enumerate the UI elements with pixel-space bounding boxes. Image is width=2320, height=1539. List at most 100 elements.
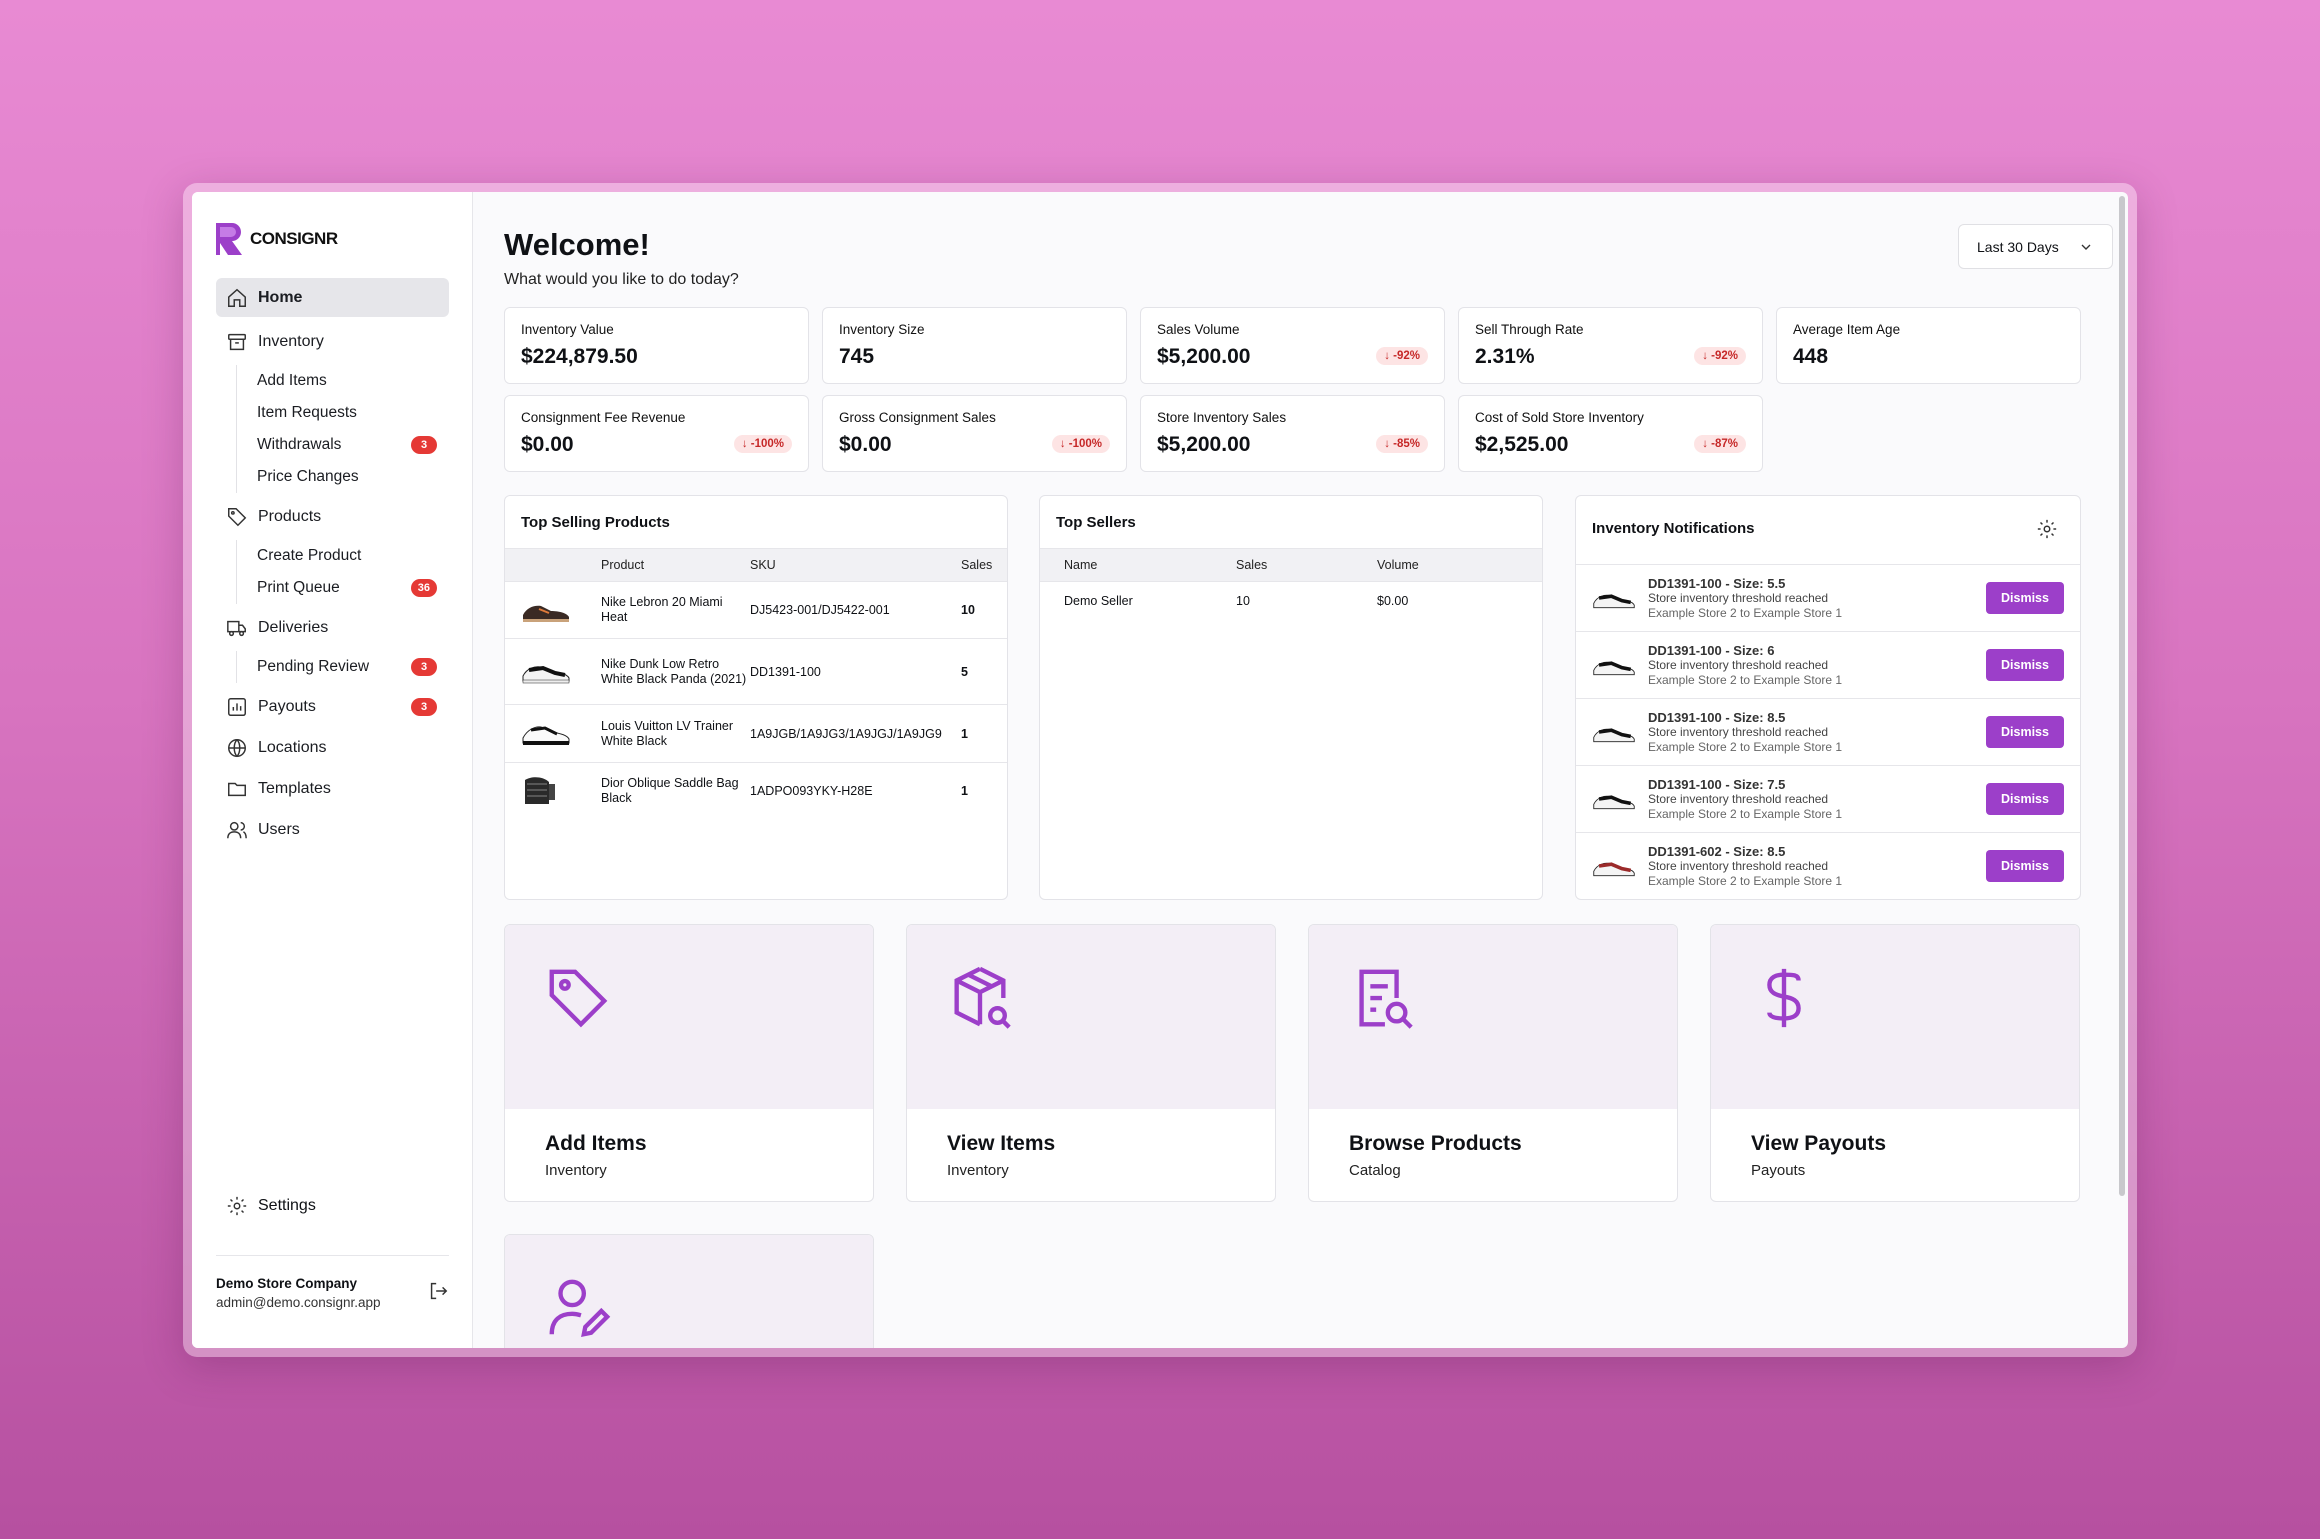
page-title: Welcome! [504, 227, 650, 262]
delta-badge: ↓ -100% [1051, 435, 1110, 453]
notification-item: DD1391-100 - Size: 7.5 Store inventory th… [1576, 765, 2080, 832]
globe-icon [228, 738, 246, 757]
sidebar-item-print-queue[interactable]: Print Queue 36 [257, 572, 449, 604]
user-edit-icon [549, 1279, 611, 1338]
stat-card: Cost of Sold Store Inventory $2,525.00 ↓ -… [1458, 395, 1763, 472]
table-row[interactable]: Nike Dunk Low Retro White Black Panda (2… [505, 639, 1007, 705]
chart-icon [228, 697, 246, 716]
product-thumbnail [1593, 795, 1635, 810]
stat-value: $5,200.00 [1157, 433, 1251, 456]
sub-label: Print Queue [257, 579, 340, 596]
nav-deliveries[interactable]: Deliveries [216, 608, 449, 647]
product-thumbnail [1593, 862, 1635, 877]
nav-users[interactable]: Users [216, 810, 449, 849]
view-payouts-card[interactable]: View Payouts Payouts [1710, 924, 2080, 1202]
notification-line2: Example Store 2 to Example Store 1 [1648, 873, 1843, 888]
view-items-card[interactable]: View Items Inventory [906, 924, 1276, 1202]
table-row[interactable]: Louis Vuitton LV Trainer White Black 1A9… [505, 705, 1007, 763]
logo-icon [216, 223, 242, 255]
scrollbar[interactable] [2119, 196, 2125, 1196]
cell-product: Nike Dunk Low Retro White Black Panda (2… [601, 656, 747, 686]
top-sellers-panel: Top Sellers Name Sales Volume Demo Selle… [1039, 495, 1543, 900]
date-range-select[interactable]: Last 30 Days [1958, 224, 2113, 269]
notification-title: DD1391-602 - Size: 8.5 [1648, 843, 1786, 859]
sidebar-item-withdrawals[interactable]: Withdrawals 3 [257, 429, 449, 461]
nav-home[interactable]: Home [216, 278, 449, 317]
product-thumbnail [1593, 728, 1635, 743]
dismiss-button[interactable]: Dismiss [1986, 783, 2064, 815]
nav-inventory[interactable]: Inventory [216, 322, 449, 361]
sidebar: CONSIGNR Home Inventory Add Items Item R… [192, 192, 473, 1348]
count-badge: 3 [411, 436, 437, 454]
user-email: admin@demo.consignr.app [216, 1295, 381, 1310]
dismiss-button[interactable]: Dismiss [1986, 716, 2064, 748]
panel-title: Top Selling Products [521, 514, 670, 531]
sidebar-item-price-changes[interactable]: Price Changes [257, 461, 449, 493]
nav-locations-label: Locations [258, 738, 327, 756]
nav-deliveries-label: Deliveries [258, 618, 329, 636]
stat-card: Consignment Fee Revenue $0.00 ↓ -100% [504, 395, 809, 472]
card-subtitle: Inventory [545, 1162, 607, 1179]
products-subnav: Create Product Print Queue 36 [236, 540, 449, 604]
sidebar-item-create-product[interactable]: Create Product [257, 540, 449, 572]
stat-value: 2.31% [1475, 345, 1535, 368]
panel-title: Inventory Notifications [1592, 520, 1755, 537]
sidebar-item-pending-review[interactable]: Pending Review 3 [257, 651, 449, 683]
notification-title: DD1391-100 - Size: 5.5 [1648, 575, 1786, 591]
dismiss-button[interactable]: Dismiss [1986, 582, 2064, 614]
add-items-card[interactable]: Add Items Inventory [504, 924, 874, 1202]
notification-line1: Store inventory threshold reached [1648, 858, 1829, 873]
nav-products[interactable]: Products [216, 497, 449, 536]
stat-card: Sales Volume $5,200.00 ↓ -92% [1140, 307, 1445, 384]
logo[interactable]: CONSIGNR [216, 223, 338, 255]
notification-item: DD1391-100 - Size: 5.5 Store inventory th… [1576, 564, 2080, 631]
nav-home-label: Home [258, 288, 303, 306]
truck-icon [227, 620, 246, 636]
notification-item: DD1391-100 - Size: 6 Store inventory thre… [1576, 631, 2080, 698]
brand-name: CONSIGNR [250, 229, 338, 248]
nav-templates[interactable]: Templates [216, 769, 449, 808]
stat-value: $5,200.00 [1157, 345, 1251, 368]
table-row[interactable]: Nike Lebron 20 Miami Heat DJ5423-001/DJ5… [505, 582, 1007, 639]
notification-item: DD1391-100 - Size: 8.5 Store inventory th… [1576, 698, 2080, 765]
manage-users-card[interactable] [504, 1234, 874, 1348]
box-search-icon [954, 966, 1011, 1029]
nav-settings[interactable]: Settings [226, 1195, 316, 1217]
dismiss-button[interactable]: Dismiss [1986, 649, 2064, 681]
table-header: Name Sales Volume [1040, 548, 1542, 582]
stat-value: $224,879.50 [521, 345, 638, 368]
notification-item: DD1391-602 - Size: 8.5 Store inventory th… [1576, 832, 2080, 899]
product-thumbnail [1593, 661, 1635, 676]
table-row[interactable]: Demo Seller 10 $0.00 [1040, 582, 1542, 620]
gear-icon[interactable] [2036, 518, 2058, 540]
cell-name: Demo Seller [1064, 594, 1133, 608]
notification-title: DD1391-100 - Size: 8.5 [1648, 709, 1786, 725]
stat-value: 745 [839, 345, 875, 368]
count-badge: 3 [411, 658, 437, 676]
logout-icon[interactable] [427, 1280, 449, 1302]
notification-title: DD1391-100 - Size: 6 [1648, 642, 1775, 658]
sub-label: Create Product [257, 547, 362, 564]
delta-badge: ↓ -100% [733, 435, 792, 453]
stat-value: $0.00 [521, 433, 574, 456]
product-thumbnail [522, 726, 570, 745]
table-header: Product SKU Sales [505, 548, 1007, 582]
sidebar-item-add-items[interactable]: Add Items [257, 365, 449, 397]
col-name: Name [1064, 558, 1098, 572]
nav-locations[interactable]: Locations [216, 728, 449, 767]
document-search-icon [1359, 969, 1413, 1029]
sub-label: Item Requests [257, 404, 357, 421]
archive-icon [228, 333, 246, 350]
table-row[interactable]: Dior Oblique Saddle Bag Black 1ADPO093YK… [505, 763, 1007, 819]
app-window: CONSIGNR Home Inventory Add Items Item R… [192, 192, 2128, 1348]
dismiss-button[interactable]: Dismiss [1986, 850, 2064, 882]
notifications-panel: Inventory Notifications DD1391-100 - Siz… [1575, 495, 2081, 900]
browse-products-card[interactable]: Browse Products Catalog [1308, 924, 1678, 1202]
stat-card: Average Item Age 448 [1776, 307, 2081, 384]
notification-line1: Store inventory threshold reached [1648, 657, 1829, 672]
card-title: Add Items [545, 1132, 647, 1155]
window-frame: CONSIGNR Home Inventory Add Items Item R… [183, 183, 2137, 1357]
sidebar-item-item-requests[interactable]: Item Requests [257, 397, 449, 429]
nav-payouts[interactable]: Payouts 3 [216, 687, 449, 726]
tag-icon [549, 969, 608, 1028]
